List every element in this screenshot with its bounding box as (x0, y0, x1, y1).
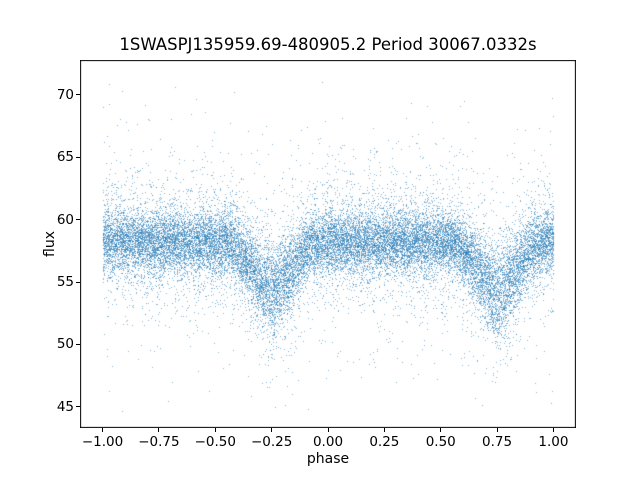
x-tick-label: −1.00 (81, 434, 124, 450)
x-tick-mark (214, 428, 216, 432)
y-tick-mark (76, 219, 80, 221)
x-tick-mark (158, 428, 160, 432)
y-tick-mark (76, 406, 80, 408)
y-tick-label: 60 (56, 211, 74, 228)
y-tick-label: 65 (56, 149, 74, 166)
x-tick-label: 0.00 (312, 434, 344, 450)
chart-title: 1SWASPJ135959.69-480905.2 Period 30067.0… (119, 35, 537, 54)
x-tick-label: 0.50 (425, 434, 456, 450)
y-tick-label: 45 (56, 398, 74, 415)
y-tick-mark (76, 156, 80, 158)
y-axis-label: flux (42, 231, 58, 257)
x-tick-label: −0.25 (250, 434, 293, 450)
x-axis-label: phase (306, 451, 350, 467)
x-tick-label: 1.00 (538, 434, 569, 450)
x-tick-label: −0.50 (194, 434, 236, 450)
x-tick-mark (383, 428, 385, 432)
y-tick-mark (76, 281, 80, 283)
x-tick-mark (440, 428, 442, 432)
x-tick-label: 0.25 (369, 434, 400, 450)
x-tick-label: −0.75 (138, 434, 180, 450)
x-tick-mark (496, 428, 498, 432)
x-tick-label: 0.75 (482, 434, 513, 450)
y-tick-label: 50 (56, 336, 74, 353)
y-tick-mark (76, 343, 80, 345)
scatter-plot-canvas (80, 60, 576, 428)
x-tick-mark (271, 428, 273, 432)
x-tick-mark (327, 428, 329, 432)
y-tick-label: 55 (56, 274, 74, 291)
x-tick-mark (552, 428, 554, 432)
x-tick-mark (102, 428, 104, 432)
y-tick-label: 70 (56, 86, 74, 103)
y-tick-mark (76, 94, 80, 96)
